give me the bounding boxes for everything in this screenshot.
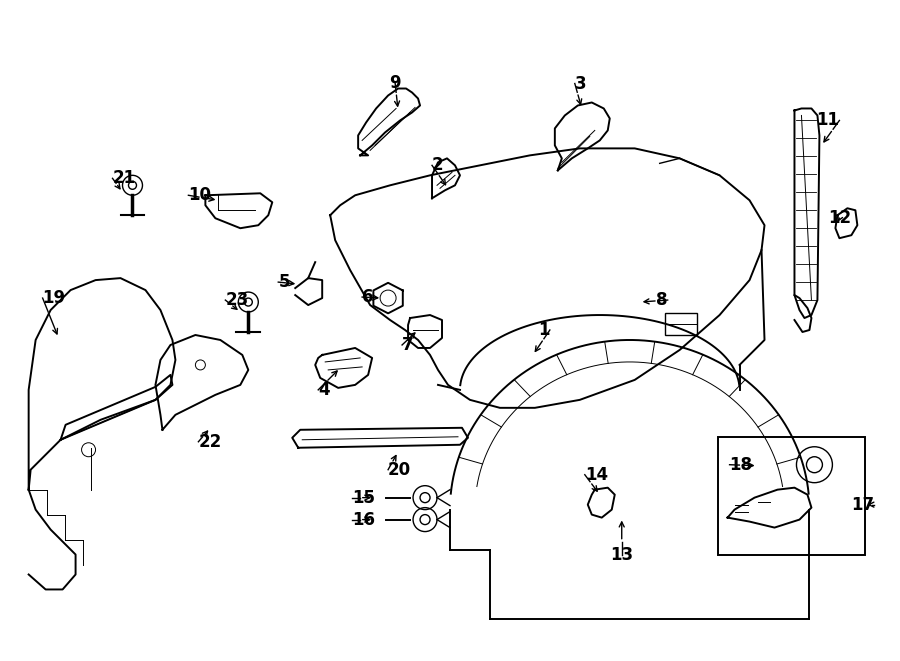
Text: 19: 19 [42, 289, 66, 307]
Text: 15: 15 [352, 488, 375, 506]
Text: 22: 22 [198, 433, 221, 451]
Text: 2: 2 [432, 157, 444, 175]
Text: 6: 6 [362, 288, 374, 306]
Text: 3: 3 [575, 75, 587, 93]
Text: 20: 20 [388, 461, 411, 479]
Text: 13: 13 [610, 545, 634, 564]
Text: 5: 5 [278, 273, 290, 291]
Text: 9: 9 [390, 73, 400, 91]
Text: 7: 7 [402, 336, 414, 354]
Text: 12: 12 [828, 210, 851, 227]
Bar [665, 313, 697, 335]
Text: 21: 21 [112, 169, 136, 187]
Text: 8: 8 [656, 291, 668, 309]
Text: 17: 17 [851, 496, 874, 514]
Text: 18: 18 [730, 455, 752, 474]
Text: 16: 16 [352, 510, 375, 529]
Text: 23: 23 [225, 291, 248, 309]
Text: 11: 11 [816, 112, 840, 130]
Text: 14: 14 [585, 466, 608, 484]
Text: 4: 4 [319, 381, 329, 399]
Bar [717, 437, 866, 555]
Text: 1: 1 [538, 321, 550, 339]
Text: 10: 10 [188, 186, 212, 204]
